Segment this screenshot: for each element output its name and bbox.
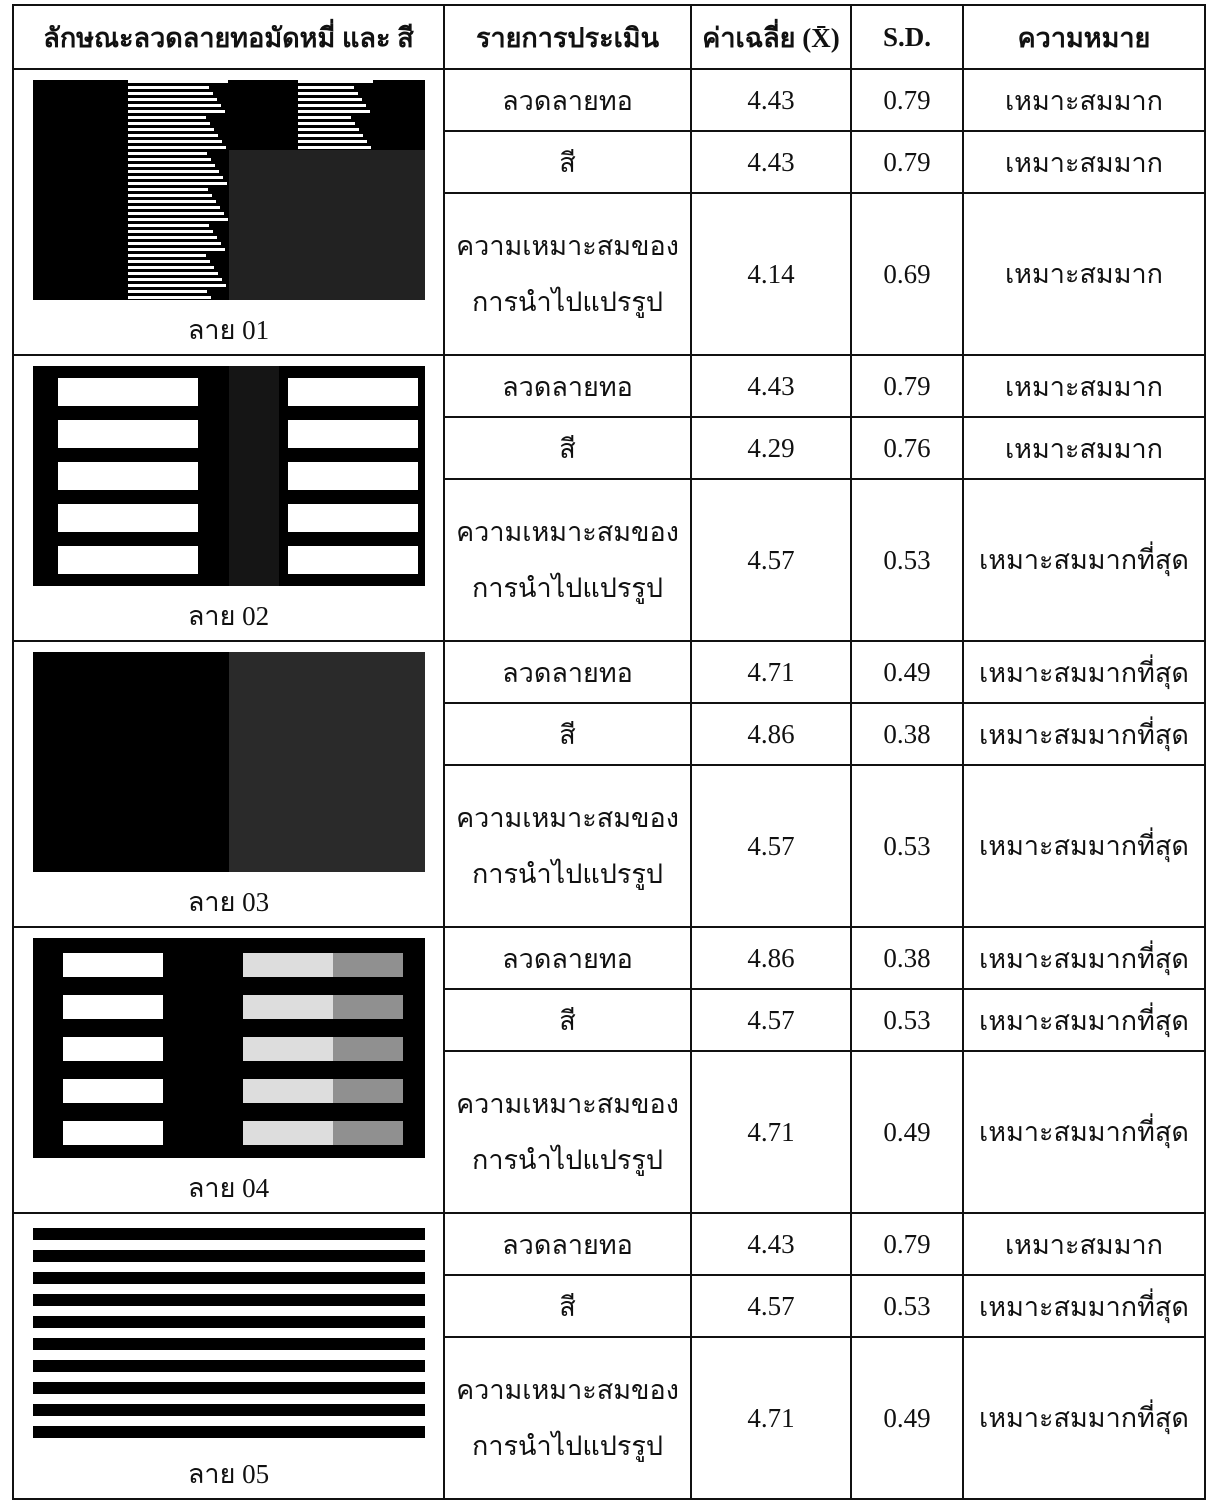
pattern-label: ลาย 01 [187, 315, 270, 345]
mean-cell: 4.71 [690, 1050, 852, 1214]
item-cell: สี [443, 702, 692, 766]
sd-cell: 0.79 [850, 68, 964, 132]
sd-cell: 0.53 [850, 1274, 964, 1338]
table-row: ความเหมาะสมของ การนำไปแปรรูป 4.14 0.69 เหมา… [13, 192, 1206, 356]
mean-cell: 4.57 [690, 988, 852, 1052]
table-row: สี 4.57 0.53 เหมาะสมมากที่สุด [13, 1274, 1206, 1338]
sd-cell: 0.69 [850, 192, 964, 356]
table-row: สี 4.43 0.79 เหมาะสมมาก [13, 130, 1206, 194]
mean-cell: 4.86 [690, 926, 852, 990]
item-cell: ความเหมาะสมของ การนำไปแปรรูป [443, 764, 692, 928]
table-row: ความเหมาะสมของ การนำไปแปรรูป 4.57 0.53 เหมา… [13, 764, 1206, 928]
meaning-cell: เหมาะสมมาก [962, 130, 1206, 194]
pattern-image [32, 366, 425, 586]
pattern-image [32, 1224, 425, 1444]
item-cell: ลวดลายทอ [443, 68, 692, 132]
mean-cell: 4.14 [690, 192, 852, 356]
mean-cell: 4.86 [690, 702, 852, 766]
item-cell: ลวดลายทอ [443, 1212, 692, 1276]
sd-cell: 0.79 [850, 354, 964, 418]
item-cell: ความเหมาะสมของ การนำไปแปรรูป [443, 192, 692, 356]
pattern-cell: ลาย 03 [12, 640, 445, 928]
item-cell: สี [443, 130, 692, 194]
sd-cell: 0.79 [850, 1212, 964, 1276]
pattern-label: ลาย 02 [187, 601, 270, 631]
meaning-cell: เหมาะสมมาก [962, 192, 1206, 356]
table-row: ความเหมาะสมของ การนำไปแปรรูป 4.57 0.53 เหมา… [13, 478, 1206, 642]
sd-cell: 0.49 [850, 1336, 964, 1500]
header-cell: ลักษณะลวดลายทอมัดหมี่ และ สี [12, 4, 445, 70]
item-cell: สี [443, 1274, 692, 1338]
meaning-cell: เหมาะสมมากที่สุด [962, 1050, 1206, 1214]
header-cell: รายการประเมิน [443, 4, 692, 70]
sd-cell: 0.38 [850, 926, 964, 990]
pattern-label: ลาย 05 [187, 1459, 270, 1489]
sd-cell: 0.76 [850, 416, 964, 480]
mean-cell: 4.71 [690, 640, 852, 704]
mean-cell: 4.57 [690, 1274, 852, 1338]
pattern-cell: ลาย 02 [12, 354, 445, 642]
header-cell: S.D. [850, 4, 964, 70]
mean-cell: 4.43 [690, 130, 852, 194]
item-cell: ความเหมาะสมของ การนำไปแปรรูป [443, 478, 692, 642]
header-cell: ความหมาย [962, 4, 1206, 70]
mean-cell: 4.29 [690, 416, 852, 480]
pattern-image [32, 938, 425, 1158]
meaning-cell: เหมาะสมมากที่สุด [962, 1336, 1206, 1500]
header-row: ลักษณะลวดลายทอมัดหมี่ และ สี รายการประเมิ… [12, 4, 1206, 70]
sd-cell: 0.38 [850, 702, 964, 766]
item-cell: สี [443, 416, 692, 480]
item-cell: สี [443, 988, 692, 1052]
pattern-image [32, 80, 425, 300]
meaning-cell: เหมาะสมมากที่สุด [962, 702, 1206, 766]
sd-cell: 0.49 [850, 1050, 964, 1214]
mean-cell: 4.71 [690, 1336, 852, 1500]
meaning-cell: เหมาะสมมากที่สุด [962, 764, 1206, 928]
item-cell: ความเหมาะสมของ การนำไปแปรรูป [443, 1050, 692, 1214]
pattern-label: ลาย 03 [187, 887, 270, 917]
evaluation-table: ลักษณะลวดลายทอมัดหมี่ และ สี รายการประเมิ… [12, 4, 1206, 1500]
sd-cell: 0.49 [850, 640, 964, 704]
table-row: ความเหมาะสมของ การนำไปแปรรูป 4.71 0.49 เหมา… [13, 1050, 1206, 1214]
meaning-cell: เหมาะสมมาก [962, 354, 1206, 418]
meaning-cell: เหมาะสมมากที่สุด [962, 640, 1206, 704]
item-cell: ลวดลายทอ [443, 640, 692, 704]
meaning-cell: เหมาะสมมากที่สุด [962, 1274, 1206, 1338]
table-row: สี 4.57 0.53 เหมาะสมมากที่สุด [13, 988, 1206, 1052]
pattern-cell: ลาย 05 [12, 1212, 445, 1500]
table-row: ลาย 01 ลวดลายทอ 4.43 0.79 เหมาะสมมาก [12, 68, 1206, 356]
table-row: สี 4.29 0.76 เหมาะสมมาก [13, 416, 1206, 480]
mean-cell: 4.43 [690, 1212, 852, 1276]
meaning-cell: เหมาะสมมาก [962, 1212, 1206, 1276]
table-row: ลาย 04 ลวดลายทอ 4.86 0.38 เหมาะสมมากที่สุด [12, 926, 1206, 1214]
table-row: ความเหมาะสมของ การนำไปแปรรูป 4.71 0.49 เหมา… [13, 1336, 1206, 1500]
table-row: ลาย 02 ลวดลายทอ 4.43 0.79 เหมาะสมมาก [12, 354, 1206, 642]
pattern-image [32, 652, 425, 872]
meaning-cell: เหมาะสมมากที่สุด [962, 926, 1206, 990]
pattern-label: ลาย 04 [187, 1173, 270, 1203]
mean-cell: 4.43 [690, 68, 852, 132]
meaning-cell: เหมาะสมมากที่สุด [962, 478, 1206, 642]
sd-cell: 0.53 [850, 764, 964, 928]
meaning-cell: เหมาะสมมาก [962, 68, 1206, 132]
header-cell: ค่าเฉลี่ย (X̄) [690, 4, 852, 70]
table-row: สี 4.86 0.38 เหมาะสมมากที่สุด [13, 702, 1206, 766]
mean-cell: 4.57 [690, 478, 852, 642]
pattern-cell: ลาย 04 [12, 926, 445, 1214]
table-row: ลาย 05 ลวดลายทอ 4.43 0.79 เหมาะสมมาก [12, 1212, 1206, 1500]
meaning-cell: เหมาะสมมากที่สุด [962, 988, 1206, 1052]
mean-cell: 4.43 [690, 354, 852, 418]
item-cell: ลวดลายทอ [443, 926, 692, 990]
pattern-cell: ลาย 01 [12, 68, 445, 356]
sd-cell: 0.79 [850, 130, 964, 194]
item-cell: ลวดลายทอ [443, 354, 692, 418]
meaning-cell: เหมาะสมมาก [962, 416, 1206, 480]
sd-cell: 0.53 [850, 478, 964, 642]
item-cell: ความเหมาะสมของ การนำไปแปรรูป [443, 1336, 692, 1500]
mean-cell: 4.57 [690, 764, 852, 928]
table-row: ลาย 03 ลวดลายทอ 4.71 0.49 เหมาะสมมากที่สุด [12, 640, 1206, 928]
sd-cell: 0.53 [850, 988, 964, 1052]
